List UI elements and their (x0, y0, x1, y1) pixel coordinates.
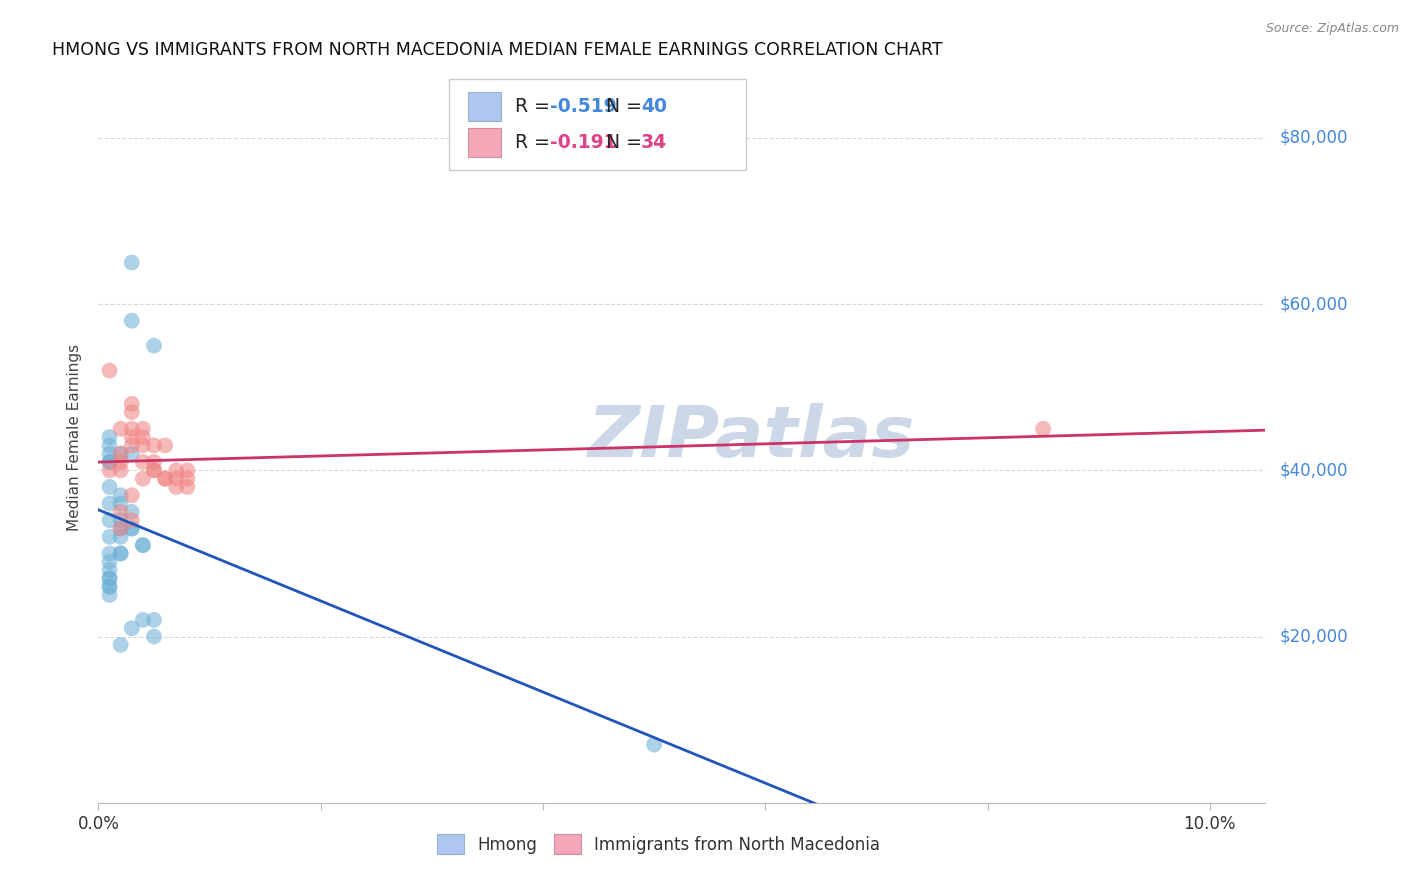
Point (98, 563, 121, 577)
Point (121, 430, 143, 444)
Point (110, 497, 132, 511)
Text: $60,000: $60,000 (1279, 295, 1348, 313)
Point (110, 513, 132, 527)
Point (98, 588, 121, 602)
Y-axis label: Median Female Earnings: Median Female Earnings (67, 343, 83, 531)
Point (98, 580, 121, 594)
Point (110, 463, 132, 477)
Point (110, 505, 132, 519)
Point (132, 455, 155, 469)
Text: 34: 34 (641, 133, 668, 152)
Point (98, 363, 121, 377)
Point (98, 438, 121, 452)
Point (121, 521, 143, 535)
Point (153, 438, 176, 452)
Point (110, 455, 132, 469)
Point (110, 521, 132, 535)
Point (643, 738, 665, 752)
Point (165, 480, 187, 494)
Point (143, 463, 166, 477)
Point (110, 521, 132, 535)
Text: -0.191: -0.191 (550, 133, 617, 152)
FancyBboxPatch shape (468, 128, 501, 157)
Point (1032, 422, 1054, 436)
Text: ZIPatlas: ZIPatlas (588, 402, 915, 472)
Point (110, 422, 132, 436)
Point (143, 630, 166, 644)
Point (121, 405, 143, 419)
Text: N =: N = (606, 133, 648, 152)
Point (98, 455, 121, 469)
Text: $80,000: $80,000 (1279, 128, 1348, 147)
Point (121, 488, 143, 502)
Point (121, 314, 143, 328)
Point (176, 480, 198, 494)
Text: Source: ZipAtlas.com: Source: ZipAtlas.com (1265, 22, 1399, 36)
Point (132, 472, 155, 486)
Point (132, 438, 155, 452)
Point (110, 447, 132, 461)
Text: R =: R = (515, 133, 555, 152)
Point (121, 621, 143, 635)
Text: 40: 40 (641, 97, 666, 116)
Point (110, 488, 132, 502)
Point (110, 546, 132, 560)
Text: R =: R = (515, 97, 555, 116)
Point (121, 521, 143, 535)
Legend: Hmong, Immigrants from North Macedonia: Hmong, Immigrants from North Macedonia (430, 828, 887, 860)
Text: $40,000: $40,000 (1279, 461, 1348, 479)
Point (98, 546, 121, 560)
Point (98, 571, 121, 585)
Point (121, 447, 143, 461)
Text: $20,000: $20,000 (1279, 628, 1348, 646)
Point (98, 455, 121, 469)
Point (132, 422, 155, 436)
Point (110, 447, 132, 461)
Point (143, 455, 166, 469)
Point (121, 513, 143, 527)
Text: HMONG VS IMMIGRANTS FROM NORTH MACEDONIA MEDIAN FEMALE EARNINGS CORRELATION CHAR: HMONG VS IMMIGRANTS FROM NORTH MACEDONIA… (52, 41, 942, 59)
Point (98, 580, 121, 594)
Point (153, 472, 176, 486)
Point (176, 472, 198, 486)
Point (176, 463, 198, 477)
Point (98, 447, 121, 461)
Point (98, 463, 121, 477)
Point (132, 538, 155, 552)
Point (110, 530, 132, 544)
Point (132, 430, 155, 444)
Point (132, 613, 155, 627)
Point (143, 613, 166, 627)
FancyBboxPatch shape (449, 78, 747, 170)
Point (121, 255, 143, 269)
Point (132, 538, 155, 552)
Point (121, 422, 143, 436)
Point (121, 438, 143, 452)
Point (98, 497, 121, 511)
Point (98, 430, 121, 444)
Point (153, 472, 176, 486)
Point (98, 530, 121, 544)
Point (98, 555, 121, 569)
Point (143, 463, 166, 477)
Point (98, 571, 121, 585)
Point (121, 505, 143, 519)
Point (110, 638, 132, 652)
Point (143, 338, 166, 352)
Text: N =: N = (606, 97, 648, 116)
Point (165, 472, 187, 486)
Text: -0.519: -0.519 (550, 97, 617, 116)
Point (143, 438, 166, 452)
Point (121, 397, 143, 411)
Point (165, 463, 187, 477)
FancyBboxPatch shape (468, 92, 501, 121)
Point (98, 480, 121, 494)
Point (110, 546, 132, 560)
Point (98, 513, 121, 527)
